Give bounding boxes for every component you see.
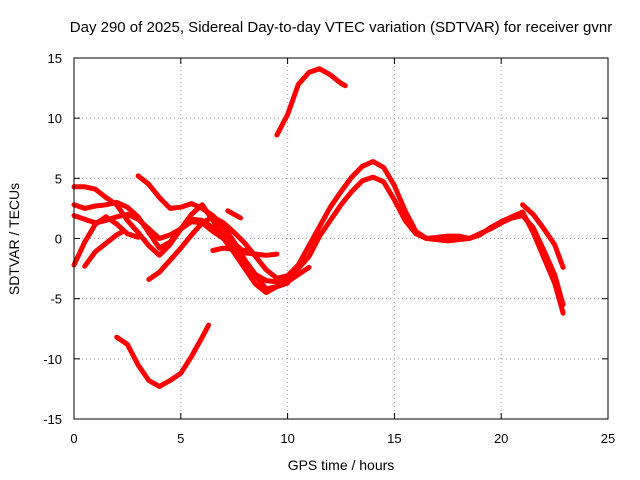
series-sat-j [225,208,244,221]
x-axis-ticks: 0 5 10 15 20 25 [70,58,615,446]
y-tick-label: 5 [55,171,62,186]
y-axis-ticks: -15 -10 -5 0 5 10 15 [43,51,608,427]
series-sat-d [71,214,141,268]
y-tick-label: -15 [43,412,62,427]
y-axis-label: SDTVAR / TECUs [6,183,22,295]
x-axis-label: GPS time / hours [288,457,395,473]
y-tick-label: 0 [55,232,62,247]
x-tick-label: 0 [70,431,77,446]
chart-title: Day 290 of 2025, Sidereal Day-to-day VTE… [70,19,612,36]
series-sat-f [135,173,566,316]
series-sat-l [274,66,348,138]
y-tick-label: -5 [50,292,62,307]
series-sat-k [114,322,212,389]
plot-area [71,66,566,389]
y-tick-label: -10 [43,352,62,367]
y-tick-label: 10 [48,111,62,126]
series-sat-g [146,159,566,308]
x-tick-label: 20 [494,431,508,446]
series-sat-i [210,245,248,253]
x-tick-label: 5 [177,431,184,446]
series-sat-h [520,202,566,270]
x-tick-label: 15 [387,431,401,446]
series-sat-e [82,228,126,269]
y-tick-label: 15 [48,51,62,66]
x-tick-label: 25 [601,431,615,446]
x-tick-label: 10 [280,431,294,446]
